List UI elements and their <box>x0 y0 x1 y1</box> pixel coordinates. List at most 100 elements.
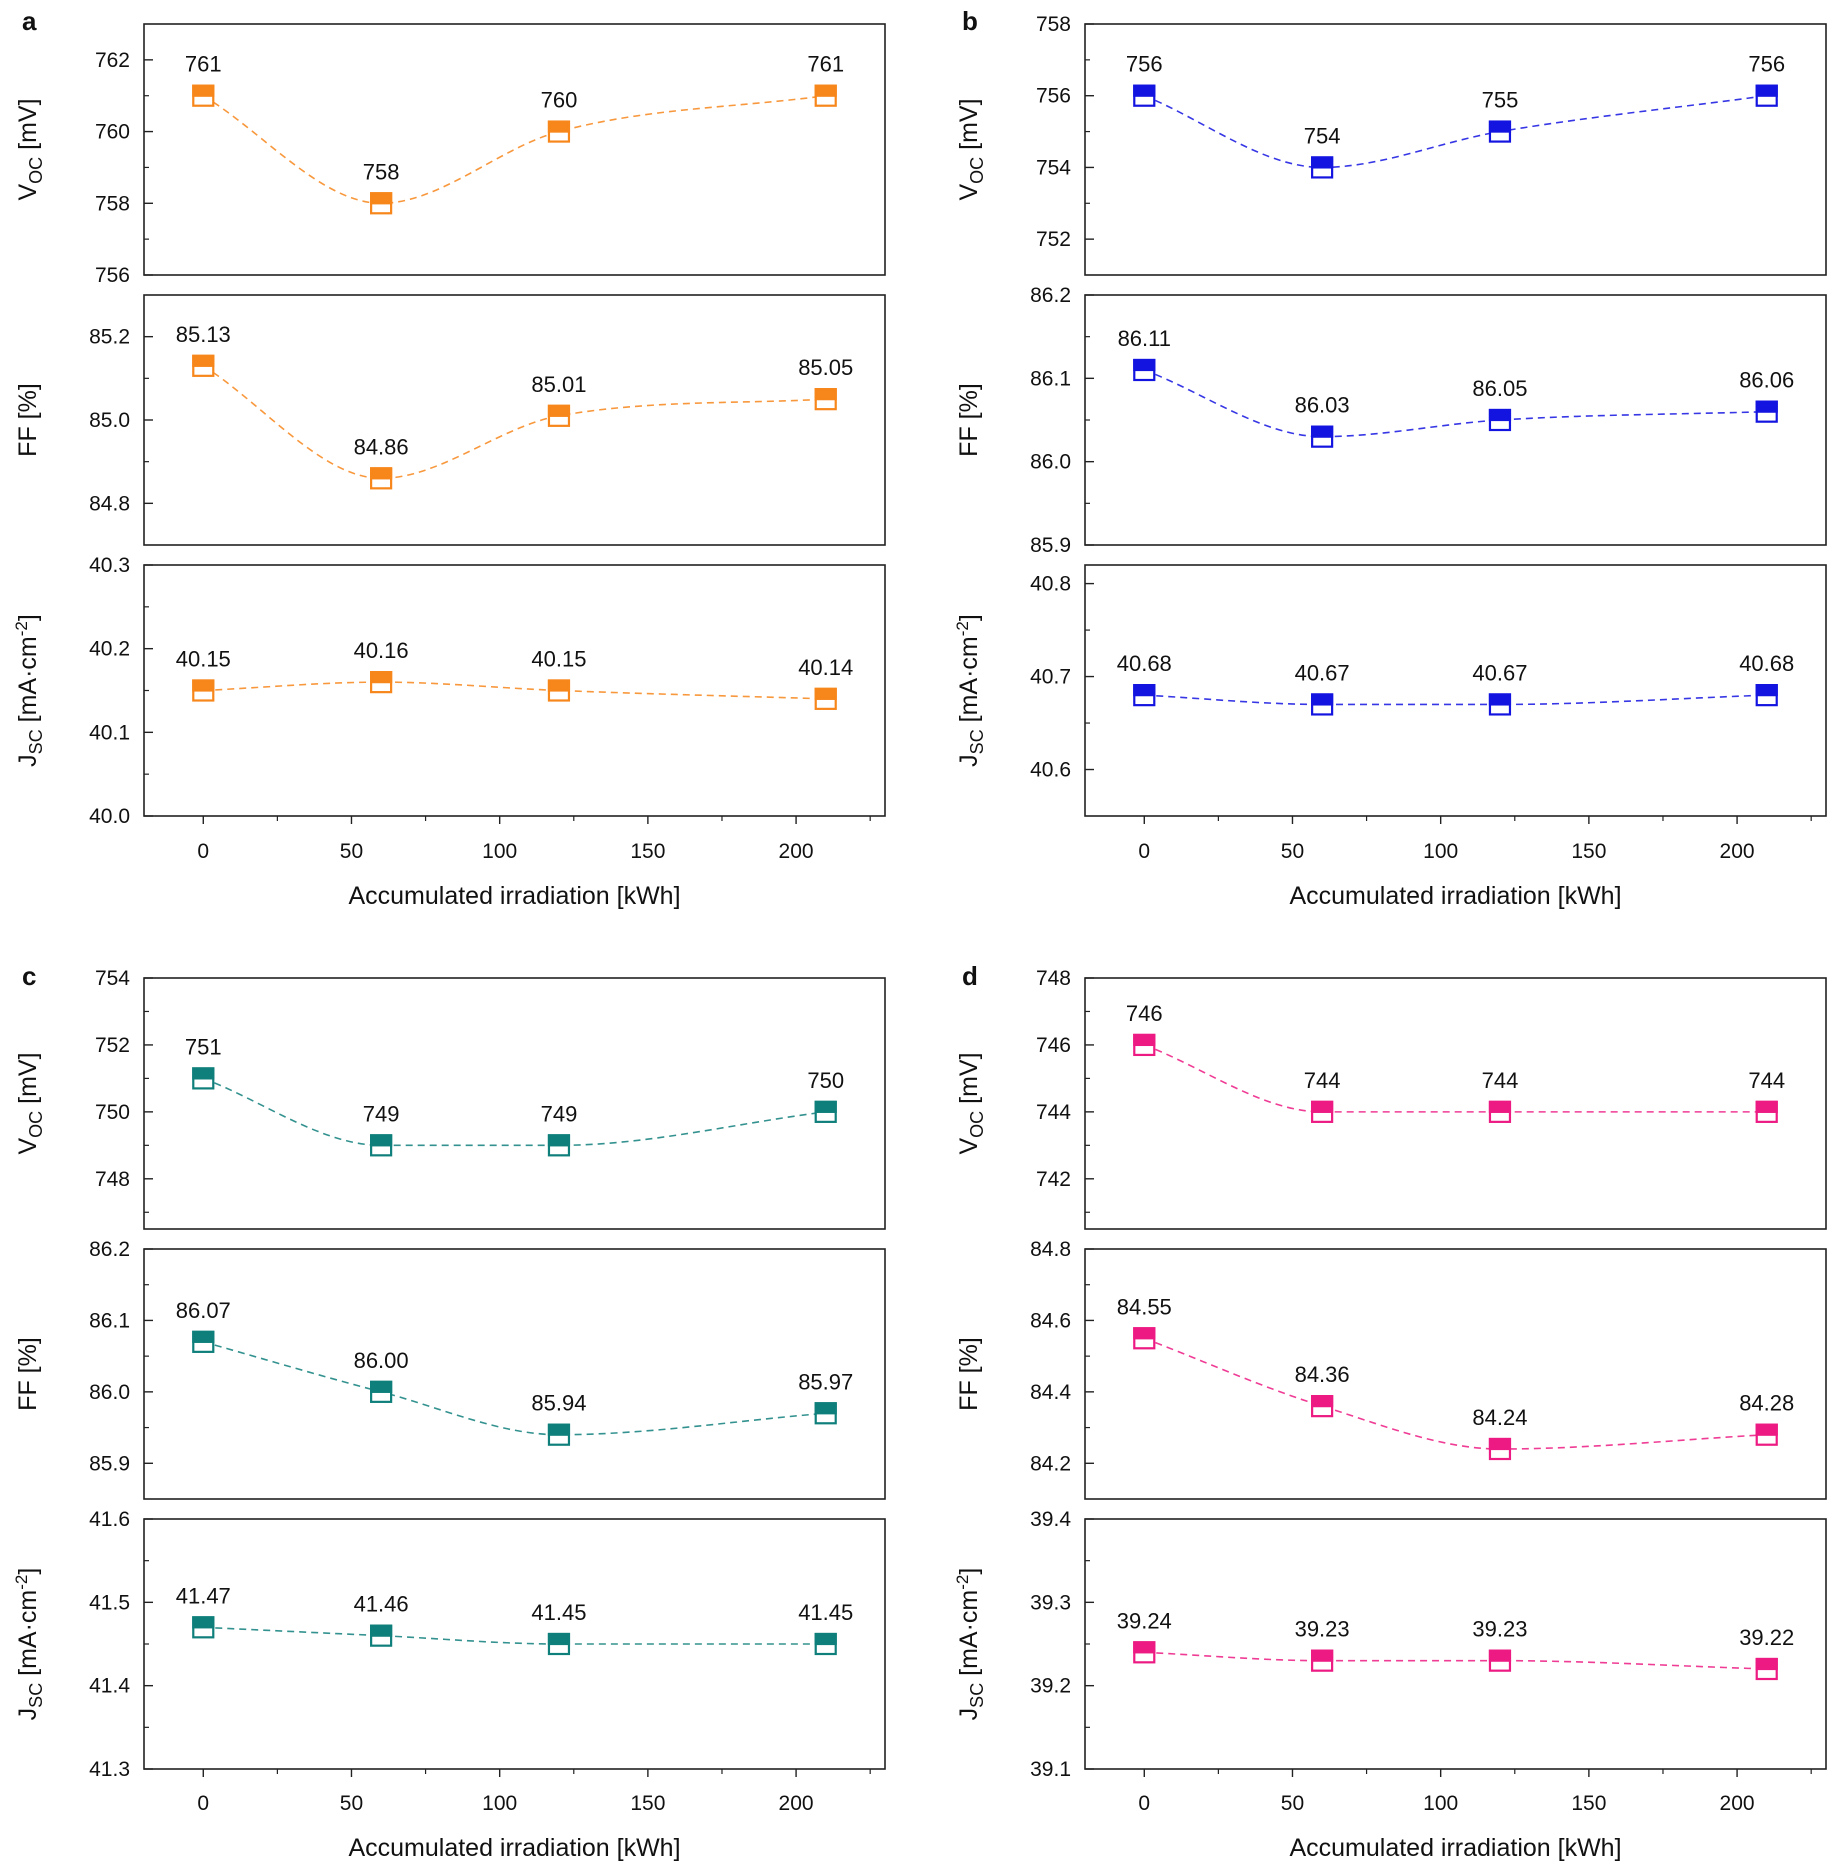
marker-fill <box>1311 425 1334 438</box>
marker-fill <box>547 1134 571 1147</box>
data-label: 41.45 <box>798 1600 853 1625</box>
subplot-a-1: 756 758 760 762 VOC [mV] 761 758 760 761 <box>14 23 886 287</box>
marker-fill <box>192 1616 215 1629</box>
panel-letter: d <box>962 961 978 991</box>
y-tick-label: 41.5 <box>89 1591 130 1614</box>
y-tick-label: 40.2 <box>89 638 130 661</box>
y-tick-label: 760 <box>95 121 130 144</box>
marker-fill <box>1755 1100 1778 1113</box>
data-point: 41.46 <box>354 1592 409 1647</box>
data-point: 754 <box>1304 123 1340 179</box>
data-label: 86.05 <box>1472 376 1527 401</box>
data-label: 40.68 <box>1117 651 1172 676</box>
marker-fill <box>192 679 215 692</box>
data-label: 85.94 <box>531 1391 586 1416</box>
marker-fill <box>370 1380 393 1393</box>
x-tick-label: 100 <box>1423 1792 1458 1815</box>
trend-line <box>1143 369 1767 438</box>
data-point: 85.94 <box>531 1391 586 1446</box>
panel-c: c 748 750 752 754 VOC [mV] 751 749 749 750 85.9 86.… <box>12 961 886 1862</box>
y-tick-label: 84.4 <box>1030 1381 1071 1404</box>
x-tick-label: 0 <box>1138 840 1150 863</box>
x-tick-label: 200 <box>779 840 814 863</box>
data-point: 40.67 <box>1295 660 1350 716</box>
data-label: 750 <box>807 1068 844 1093</box>
data-label: 751 <box>185 1034 222 1059</box>
data-point: 85.01 <box>531 372 586 427</box>
marker-fill <box>1755 400 1778 413</box>
marker-fill <box>192 84 215 97</box>
y-tick-label: 41.3 <box>89 1758 130 1781</box>
data-point: 751 <box>185 1034 222 1090</box>
marker-fill <box>1755 684 1778 697</box>
data-point: 86.00 <box>354 1348 409 1403</box>
data-label: 84.36 <box>1295 1362 1350 1387</box>
data-point: 744 <box>1304 1068 1340 1123</box>
plot-frame <box>143 23 886 276</box>
x-tick-label: 200 <box>1720 840 1755 863</box>
trend-line <box>1144 694 1767 706</box>
marker-fill <box>192 1067 215 1080</box>
x-tick-label: 200 <box>1720 1792 1755 1815</box>
marker-fill <box>192 354 215 367</box>
subplot-d-3: 39.1 39.2 39.3 39.4 JSC [mA·cm-2] 39.24 39.23 3… <box>953 1508 1827 1781</box>
data-label: 756 <box>1126 52 1163 77</box>
data-label: 86.00 <box>354 1348 409 1373</box>
data-point: 40.68 <box>1739 651 1794 707</box>
marker-fill <box>1311 1649 1334 1662</box>
marker-fill <box>547 120 571 133</box>
data-point: 756 <box>1748 52 1785 107</box>
y-tick-label: 756 <box>1036 85 1071 108</box>
y-tick-label: 762 <box>95 49 130 72</box>
data-point: 40.68 <box>1117 651 1172 707</box>
data-point: 40.16 <box>354 638 409 694</box>
y-axis-title: FF [%] <box>14 383 42 457</box>
y-tick-label: 41.4 <box>89 1675 130 1698</box>
y-tick-label: 752 <box>1036 228 1071 251</box>
marker-fill <box>1133 1033 1156 1047</box>
x-tick-label: 150 <box>1571 1792 1606 1815</box>
y-tick-label: 39.4 <box>1030 1508 1071 1531</box>
marker-fill <box>1311 693 1334 706</box>
y-tick-label: 86.0 <box>1030 451 1071 474</box>
y-tick-label: 84.6 <box>1030 1309 1071 1332</box>
plot-frame <box>1084 1248 1827 1500</box>
data-label: 86.07 <box>176 1298 231 1323</box>
y-tick-label: 754 <box>1036 156 1071 179</box>
y-tick-label: 742 <box>1036 1168 1071 1191</box>
data-point: 41.47 <box>176 1583 231 1639</box>
data-point: 84.86 <box>354 434 409 490</box>
data-point: 40.67 <box>1472 660 1527 716</box>
data-label: 755 <box>1482 88 1519 113</box>
data-label: 86.03 <box>1295 393 1350 418</box>
data-label: 84.55 <box>1117 1294 1172 1319</box>
plot-frame <box>143 1248 886 1500</box>
y-tick-label: 86.1 <box>89 1309 130 1332</box>
x-tick-label: 0 <box>197 840 209 863</box>
panel-letter: b <box>962 6 978 36</box>
y-tick-label: 40.3 <box>89 554 130 577</box>
x-tick-label: 100 <box>482 1792 517 1815</box>
data-point: 86.06 <box>1739 368 1794 423</box>
y-tick-label: 748 <box>95 1168 130 1191</box>
marker-fill <box>1133 84 1156 97</box>
data-point: 85.05 <box>798 355 853 411</box>
marker-fill <box>814 388 837 401</box>
data-label: 84.28 <box>1739 1391 1794 1416</box>
marker-fill <box>814 687 837 700</box>
data-point: 39.23 <box>1472 1617 1527 1672</box>
subplot-a-2: 84.8 85.0 85.2 FF [%] 85.13 84.86 85.01 85.05 <box>14 294 886 546</box>
data-point: 39.22 <box>1739 1625 1794 1681</box>
data-label: 744 <box>1482 1068 1519 1093</box>
data-label: 749 <box>363 1101 400 1126</box>
y-tick-label: 86.2 <box>89 1238 130 1261</box>
y-tick-label: 39.3 <box>1030 1591 1071 1614</box>
data-label: 40.68 <box>1739 651 1794 676</box>
x-tick-label: 100 <box>1423 840 1458 863</box>
data-label: 85.05 <box>798 355 853 380</box>
y-axis-title: JSC [mA·cm-2] <box>12 1568 46 1721</box>
marker-fill <box>547 679 571 692</box>
marker-fill <box>1755 1423 1778 1436</box>
marker-fill <box>192 1330 215 1343</box>
x-axis-title: Accumulated irradiation [kWh] <box>1289 882 1621 910</box>
